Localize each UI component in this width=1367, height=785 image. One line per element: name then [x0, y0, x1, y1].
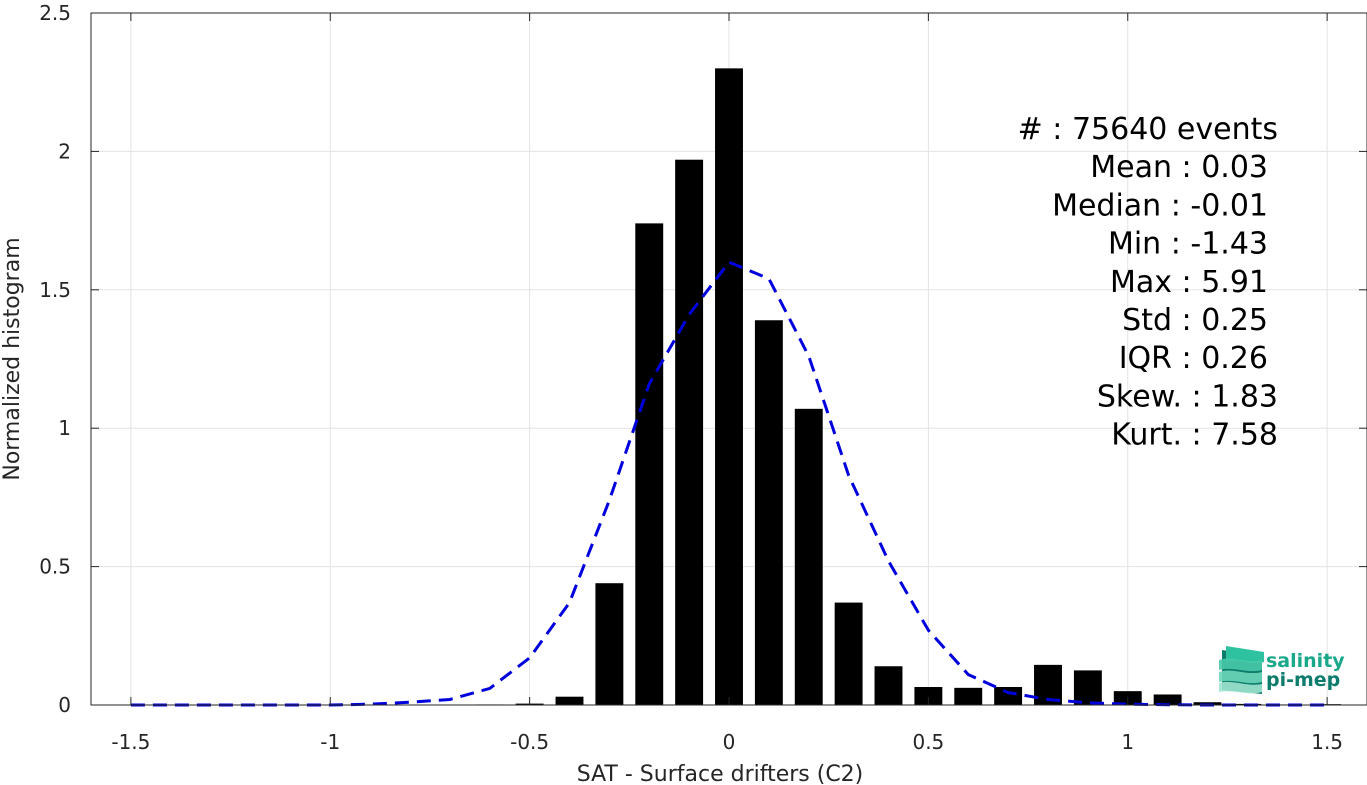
x-tick-label: 1	[1121, 730, 1134, 754]
x-axis-label: SAT - Surface drifters (C2)	[577, 762, 864, 785]
x-tick-label: 1.5	[1311, 730, 1343, 754]
stat-line: Min : -1.43	[1108, 227, 1268, 262]
logo-line1: salinity	[1266, 650, 1345, 672]
stat-line: IQR : 0.26	[1119, 341, 1268, 376]
x-tick-labels: -1.5 -1 -0.5 0 0.5 1 1.5	[111, 730, 1343, 754]
histogram-bar	[834, 602, 863, 705]
y-tick-label: 0.5	[39, 555, 71, 579]
y-tick-label: 0	[58, 693, 71, 717]
histogram-bar	[874, 666, 903, 705]
stat-line: Mean : 0.03	[1090, 150, 1268, 185]
salinity-waves-icon	[1219, 646, 1264, 694]
y-tick-label: 2.5	[39, 1, 71, 25]
stat-line: Std : 0.25	[1122, 303, 1268, 338]
y-axis-label: Normalized histogram	[0, 237, 25, 480]
histogram-bar	[914, 687, 943, 705]
histogram-bar	[635, 223, 664, 706]
histogram-bar	[675, 159, 704, 706]
histogram-bar	[555, 696, 584, 705]
x-tick-label: 0.5	[912, 730, 944, 754]
histogram-bar	[1073, 670, 1102, 705]
y-tick-label: 1	[58, 416, 71, 440]
stat-line: Median : -0.01	[1052, 188, 1268, 223]
stat-line: # : 75640 events	[1018, 112, 1278, 147]
x-tick-label: -0.5	[510, 730, 549, 754]
x-tick-label: -1.5	[111, 730, 150, 754]
histogram-bar	[954, 687, 983, 705]
histogram-bar	[595, 583, 624, 705]
x-tick-label: 0	[723, 730, 736, 754]
stat-line: Skew. : 1.83	[1097, 379, 1278, 414]
x-tick-label: -1	[320, 730, 340, 754]
histogram-bar	[994, 687, 1023, 705]
y-tick-label: 1.5	[39, 278, 71, 302]
stat-line: Max : 5.91	[1110, 265, 1268, 300]
histogram-bar	[1153, 694, 1182, 705]
y-tick-labels: 0 0.5 1 1.5 2 2.5	[39, 1, 71, 717]
histogram-bar	[754, 320, 783, 705]
logo-line2: pi-mep	[1266, 669, 1340, 691]
y-tick-label: 2	[58, 139, 71, 163]
bars	[435, 68, 1342, 706]
salinity-pimep-logo: salinity pi-mep	[1219, 646, 1345, 694]
histogram-bar	[794, 408, 823, 705]
stat-line: Kurt. : 7.58	[1111, 418, 1278, 453]
histogram-bar	[715, 68, 743, 706]
axes	[90, 12, 1367, 706]
